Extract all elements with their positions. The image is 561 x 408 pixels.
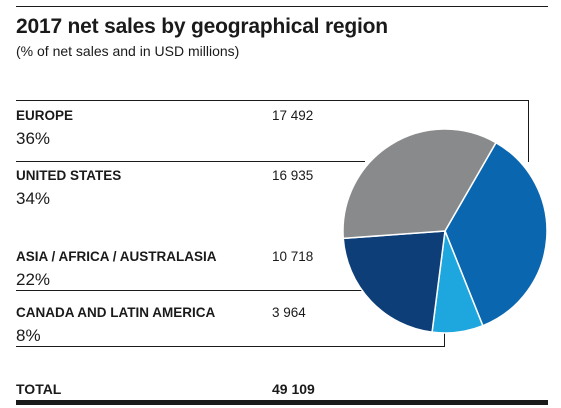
total-value: 49 109 [272,381,315,397]
region-name: ASIA / AFRICA / AUSTRALASIA [16,249,217,264]
pie-slice-europe [444,141,548,327]
region-value: 10 718 [272,249,314,264]
separator-line [16,290,365,291]
region-percent: 22% [16,270,51,289]
separator-line [16,161,365,162]
pie-slice-united-states [342,128,498,240]
region-percent: 8% [16,326,41,345]
top-rule [16,6,548,7]
region-value: 17 492 [272,108,314,123]
region-percent: 36% [16,129,51,148]
region-name: UNITED STATES [16,168,122,183]
region-percent: 34% [16,189,51,208]
region-name: EUROPE [16,108,74,123]
chart-title: 2017 net sales by geographical region [16,15,388,38]
region-value: 3 964 [272,305,306,320]
total-label: TOTAL [16,381,62,397]
separator-line [16,346,445,347]
leader-line-europe [16,100,529,101]
leader-line-europe-vertical [528,100,529,162]
bottom-rule [16,400,548,405]
chart-subtitle: (% of net sales and in USD millions) [16,43,240,59]
region-name: CANADA AND LATIN AMERICA [16,305,216,320]
pie-slice-asia-africa-australasia [342,230,446,334]
region-value: 16 935 [272,168,314,183]
